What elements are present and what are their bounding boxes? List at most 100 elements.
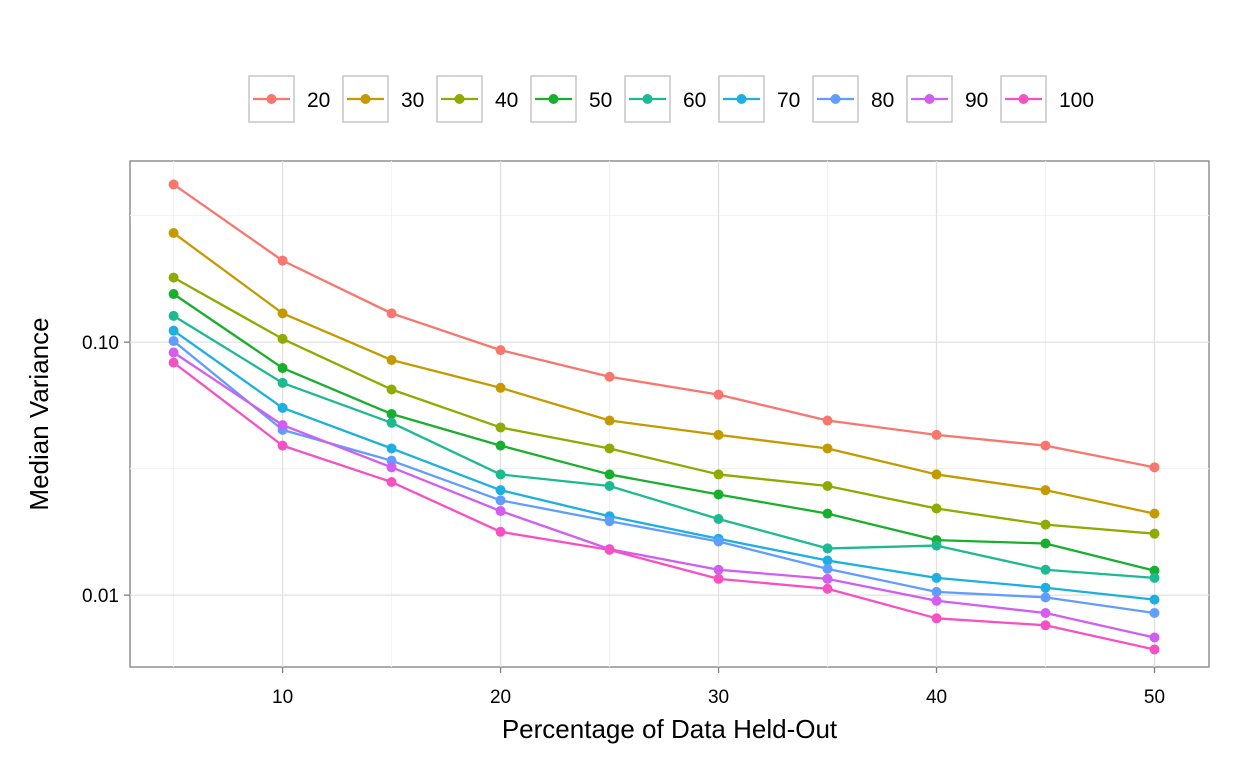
data-point [495, 469, 506, 480]
legend-item-100: 100 [1000, 75, 1094, 123]
data-point [822, 481, 833, 492]
data-point [386, 384, 397, 395]
data-point [277, 377, 288, 388]
y-tick-label: 0.10 [82, 333, 119, 354]
data-point [386, 308, 397, 319]
legend-item-30: 30 [342, 75, 424, 123]
data-point [1149, 644, 1160, 655]
data-point [277, 402, 288, 413]
data-point [277, 440, 288, 451]
series-70 [168, 325, 1160, 605]
data-point [1149, 565, 1160, 576]
data-point [168, 336, 179, 347]
legend-key-point [830, 94, 841, 104]
legend-label: 80 [871, 89, 894, 112]
legend-label: 70 [777, 89, 800, 112]
data-point [1149, 462, 1160, 473]
data-point [168, 179, 179, 190]
data-point [1040, 592, 1051, 603]
data-point [822, 555, 833, 566]
x-tick-label: 10 [272, 687, 293, 708]
series-layer [168, 179, 1160, 655]
data-point [386, 462, 397, 473]
data-point [168, 288, 179, 299]
data-point [1040, 519, 1051, 530]
legend-item-60: 60 [624, 75, 706, 123]
data-point [277, 363, 288, 374]
data-point [604, 443, 615, 454]
x-tick-label: 40 [926, 687, 947, 708]
plot-panel [129, 160, 1210, 668]
legend-key-point [266, 94, 277, 104]
data-point [931, 503, 942, 514]
legend-label: 20 [307, 89, 330, 112]
data-point [604, 481, 615, 492]
series-90 [168, 347, 1160, 643]
data-point [386, 477, 397, 488]
data-point [604, 516, 615, 527]
legend-key-point [924, 94, 935, 104]
axes: 10 20 30 40 50 0.01 0.10 [82, 333, 1165, 708]
data-point [713, 489, 724, 500]
data-point [1149, 572, 1160, 583]
data-point [386, 417, 397, 428]
data-point [1040, 608, 1051, 619]
x-tick-label: 20 [490, 687, 511, 708]
data-point [931, 613, 942, 624]
legend-label: 100 [1059, 89, 1094, 112]
series-20 [168, 179, 1160, 473]
data-point [386, 409, 397, 419]
data-point [277, 308, 288, 319]
legend-key-point [736, 94, 747, 104]
y-axis-title: Median Variance [24, 317, 54, 510]
data-point [931, 595, 942, 606]
data-point [495, 495, 506, 506]
legend-label: 40 [495, 89, 518, 112]
data-point [713, 536, 724, 547]
data-point [713, 513, 724, 524]
legend-key-point [642, 94, 653, 104]
data-point [386, 443, 397, 454]
legend-key-point [454, 94, 465, 104]
series-line-20 [172, 183, 1155, 469]
data-point [1040, 564, 1051, 575]
x-tick-label: 30 [708, 687, 729, 708]
data-point [604, 544, 615, 555]
data-point [713, 429, 724, 440]
legend-label: 60 [683, 89, 706, 112]
data-point [495, 382, 506, 393]
series-line-70 [172, 329, 1155, 601]
series-line-100 [172, 361, 1155, 651]
data-point [168, 357, 179, 368]
series-line-90 [172, 351, 1155, 639]
data-point [1040, 440, 1051, 451]
data-point [822, 573, 833, 584]
data-point [1149, 594, 1160, 605]
data-point [822, 543, 833, 554]
data-point [822, 583, 833, 594]
data-point [822, 415, 833, 426]
data-point [168, 228, 179, 239]
data-point [168, 347, 179, 358]
series-line-60 [172, 314, 1155, 580]
data-point [495, 485, 506, 496]
legend-item-70: 70 [718, 75, 800, 123]
legend-item-50: 50 [530, 75, 612, 123]
legend-item-40: 40 [436, 75, 518, 123]
data-point [1040, 485, 1051, 496]
legend-item-80: 80 [812, 75, 894, 123]
series-40 [168, 272, 1160, 539]
series-60 [168, 310, 1160, 583]
data-point [604, 469, 615, 480]
series-30 [168, 228, 1160, 519]
legend-label: 30 [401, 89, 424, 112]
legend-item-20: 20 [248, 75, 330, 123]
legend-label: 90 [965, 89, 988, 112]
data-point [168, 325, 179, 336]
y-tick-label: 0.01 [82, 586, 119, 607]
data-point [822, 443, 833, 454]
legend-item-90: 90 [906, 75, 988, 123]
data-point [822, 508, 833, 519]
data-point [277, 255, 288, 266]
